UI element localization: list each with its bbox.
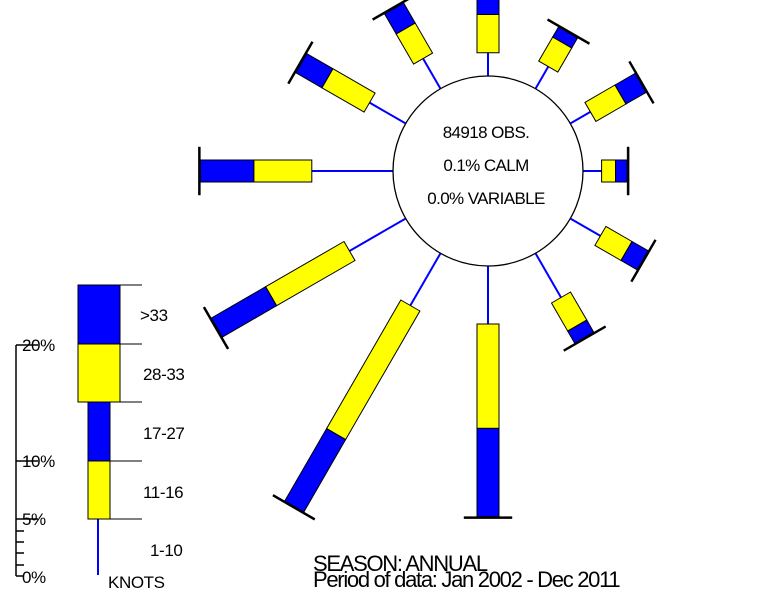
end-cap-330 <box>371 0 410 21</box>
segment-1-10-60 <box>569 111 591 125</box>
obs-count-label: 84918 OBS. <box>443 123 530 142</box>
speed-label-28-33: 28-33 <box>143 365 184 384</box>
segment-1-10-150 <box>534 252 562 298</box>
segment-11-16-90 <box>601 159 616 183</box>
legend: >33 28-33 17-27 11-16 1-10 KNOTS 20% 10%… <box>15 284 185 592</box>
segment-1-10-30 <box>534 66 550 90</box>
segment-17-27-210 <box>284 427 347 513</box>
direction-arm-240 <box>202 217 407 350</box>
segment-17-27-270 <box>199 159 255 183</box>
end-cap-150 <box>563 325 607 352</box>
end-cap-60 <box>628 60 655 105</box>
segment-1-10-330 <box>422 58 442 90</box>
end-cap-300 <box>287 41 314 85</box>
direction-arm-90 <box>583 146 630 196</box>
direction-arm-180 <box>463 266 513 519</box>
segment-1-10-300 <box>369 101 407 125</box>
segment-11-16-180 <box>476 323 500 429</box>
end-cap-120 <box>630 239 657 283</box>
period-label: Period of data: Jan 2002 - Dec 2011 <box>313 567 620 592</box>
end-cap-30 <box>546 18 591 45</box>
segment-11-16-300 <box>321 68 376 113</box>
speed-label-17-27: 17-27 <box>143 424 184 443</box>
direction-arm-60 <box>569 60 655 125</box>
end-cap-210 <box>272 494 316 521</box>
scale-label-0: 0% <box>22 568 46 587</box>
speed-unit-label: KNOTS <box>108 573 165 592</box>
speed-label-1-10: 1-10 <box>150 541 182 560</box>
direction-arm-30 <box>534 18 591 90</box>
calm-circle <box>392 75 584 267</box>
direction-arm-150 <box>534 252 607 352</box>
scale-label-20: 20% <box>22 336 55 355</box>
scale-label-10: 10% <box>22 452 55 471</box>
segment-1-10-240 <box>348 217 407 252</box>
segment-11-16-210 <box>325 299 421 441</box>
scale-label-5: 5% <box>22 510 46 529</box>
segment-17-27-180 <box>476 427 500 518</box>
direction-arm-330 <box>371 0 442 90</box>
segment-11-16-240 <box>264 240 356 307</box>
segment-17-27-0 <box>476 0 500 15</box>
season-label: SEASON: ANNUAL <box>313 551 488 576</box>
segment-1-10-120 <box>569 217 601 237</box>
end-cap-270 <box>198 146 201 196</box>
segment-11-16-0 <box>476 14 500 54</box>
speed-label-gt33: >33 <box>140 306 168 325</box>
end-cap-180 <box>463 516 513 519</box>
end-cap-240 <box>202 306 230 350</box>
speed-label-11-16: 11-16 <box>143 483 183 502</box>
segment-1-10-210 <box>409 252 442 307</box>
segment-11-16-270 <box>253 159 313 183</box>
direction-arm-300 <box>287 41 407 125</box>
end-cap-90 <box>626 146 630 196</box>
calm-percent-label: 0.1% CALM <box>443 156 528 175</box>
direction-arm-0 <box>476 0 500 76</box>
segment-17-27-240 <box>210 286 278 338</box>
direction-arm-270 <box>198 146 393 196</box>
legend-box-gt33 <box>77 284 121 345</box>
legend-box-28-33 <box>77 343 121 403</box>
segment-17-27-90 <box>615 159 628 183</box>
direction-arms <box>198 0 657 521</box>
direction-arm-210 <box>272 252 442 521</box>
variable-percent-label: 0.0% VARIABLE <box>427 189 545 208</box>
legend-box-11-16 <box>87 460 111 520</box>
direction-arm-120 <box>569 217 657 283</box>
legend-box-17-27 <box>87 401 111 462</box>
